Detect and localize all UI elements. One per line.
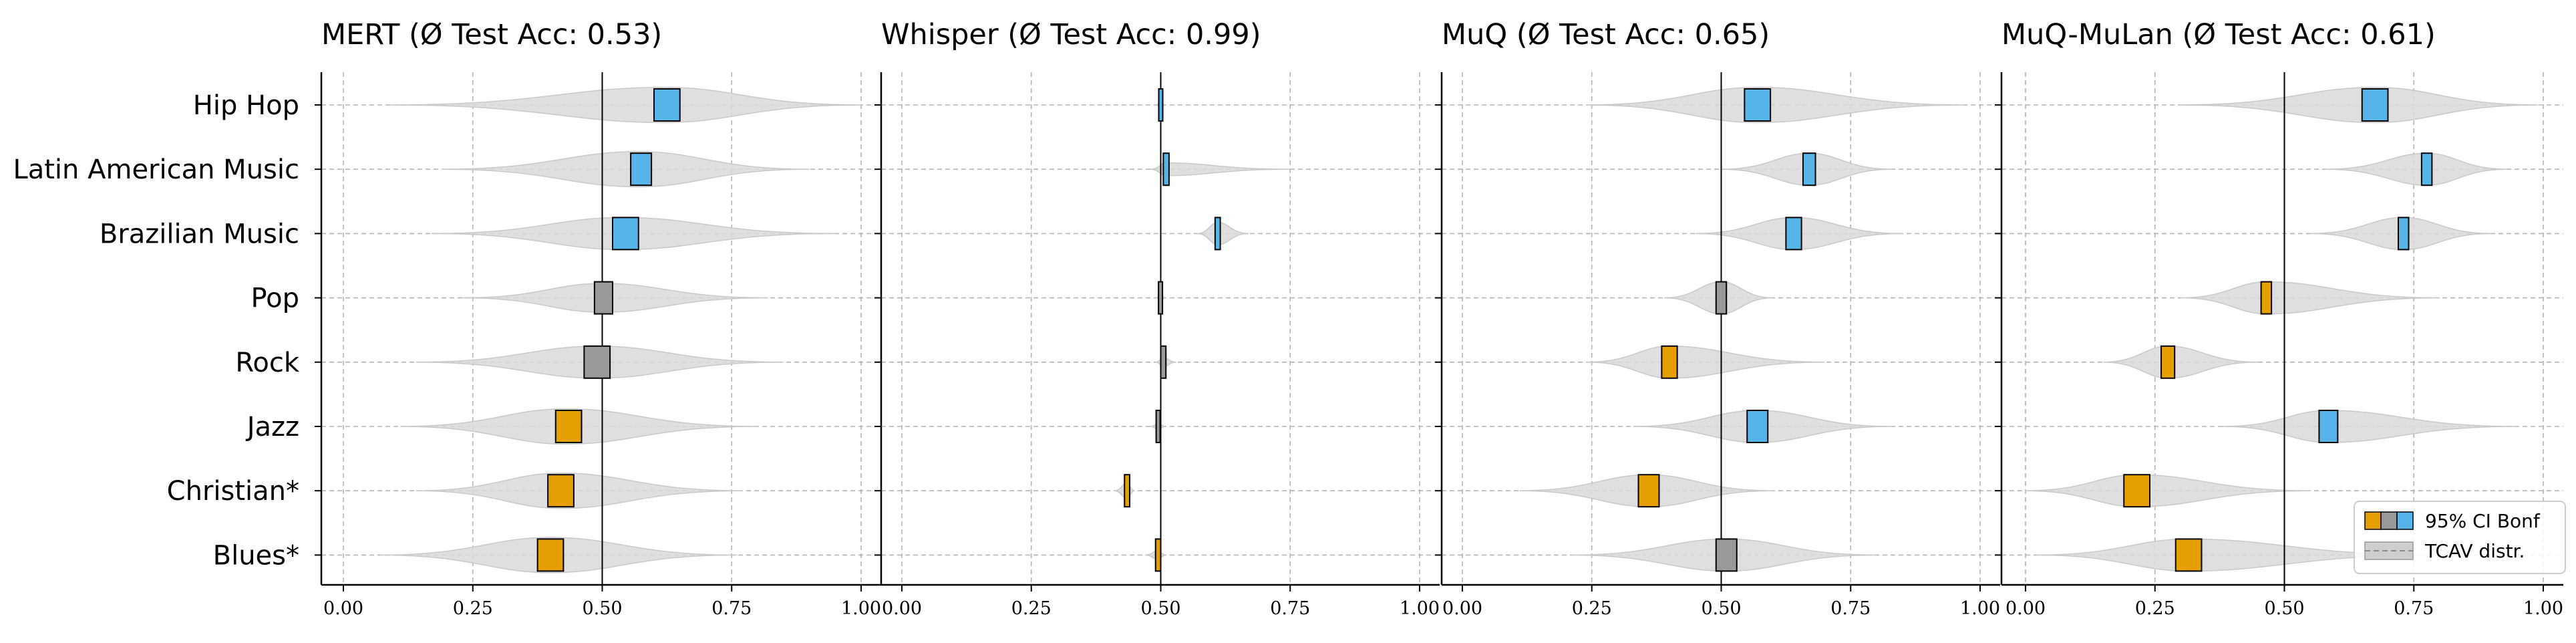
category-label: Brazilian Music — [100, 219, 299, 249]
tcav-violin — [389, 86, 862, 124]
ci-box — [1155, 410, 1161, 443]
panels-layer: MERT (Ø Test Acc: 0.53) 0.00 0.25 0.50 0.75 1… — [315, 18, 2563, 619]
ci-box — [1162, 152, 1170, 186]
legend: 95% CI Bonf TCAV distr. — [2354, 501, 2566, 574]
panel-1: MERT (Ø Test Acc: 0.53) 0.00 0.25 0.50 0.75 1… — [315, 18, 881, 619]
panel-3: MuQ (Ø Test Acc: 0.65) 0.00 0.25 0.50 0.75 1.… — [1435, 18, 2000, 619]
panel-4: MuQ-MuLan (Ø Test Acc: 0.61) 0.00 0.25 0.50… — [1995, 18, 2563, 619]
tcav-violin — [462, 283, 768, 313]
ci-box — [1744, 88, 1772, 122]
ci-box — [2123, 474, 2150, 508]
tcav-violin — [2181, 281, 2440, 315]
tcav-violin — [442, 151, 810, 188]
x-tick-label: 0.00 — [1442, 598, 1482, 619]
x-tick-label: 0.00 — [323, 598, 363, 619]
category-label: Hip Hop — [193, 90, 299, 121]
x-tick-label: 0.75 — [1830, 598, 1871, 619]
legend-ci-swatch-above — [2396, 511, 2414, 530]
x-tick-label: 0.50 — [2264, 598, 2304, 619]
ci-box — [653, 88, 681, 122]
ci-box — [2361, 88, 2389, 122]
x-tick-label: 0.00 — [882, 598, 922, 619]
panel-title: MuQ-MuLan (Ø Test Acc: 0.61) — [2001, 18, 2436, 51]
x-tick-label: 0.25 — [453, 598, 493, 619]
panel-title: Whisper (Ø Test Acc: 0.99) — [881, 18, 1261, 51]
ci-box — [1785, 217, 1802, 251]
legend-ci-swatch-below — [2364, 511, 2382, 530]
ci-box — [1124, 474, 1130, 508]
x-tick-label: 0.00 — [2005, 598, 2046, 619]
ci-box — [2318, 410, 2339, 443]
ci-box — [2175, 538, 2203, 572]
tcav-violin — [2222, 410, 2518, 443]
x-tick-label: 1.00 — [1960, 598, 2000, 619]
ci-box — [1715, 538, 1738, 572]
x-tick-label: 0.75 — [2394, 598, 2434, 619]
x-tick-label: 0.25 — [1572, 598, 1612, 619]
ci-box — [1637, 474, 1660, 508]
tcav-violin — [1196, 221, 1249, 245]
x-tick-label: 0.50 — [582, 598, 622, 619]
ci-box — [1158, 281, 1164, 315]
x-tick-label: 1.00 — [841, 598, 881, 619]
category-labels: Hip Hop Latin American Music Brazilian Mus… — [13, 90, 299, 571]
x-tick-label: 1.00 — [2523, 598, 2563, 619]
x-tick-label: 0.25 — [1011, 598, 1052, 619]
category-label: Christian* — [167, 476, 299, 507]
ci-box — [1160, 345, 1167, 379]
ci-box — [1158, 88, 1164, 122]
ci-box — [2260, 281, 2273, 315]
panel-title: MERT (Ø Test Acc: 0.53) — [321, 18, 662, 51]
ci-box — [1214, 217, 1221, 251]
ci-box — [2398, 217, 2410, 251]
tcav-violin — [1586, 86, 1965, 124]
tcav-violin — [2025, 474, 2311, 507]
ci-box — [554, 410, 583, 443]
category-label: Latin American Music — [13, 154, 299, 185]
ci-box — [1802, 152, 1816, 186]
ci-box — [1154, 538, 1162, 572]
tcav-violin — [2181, 86, 2539, 124]
ci-box — [547, 474, 575, 508]
category-label: Pop — [251, 283, 299, 314]
ci-box — [630, 152, 653, 186]
category-label: Blues* — [213, 540, 299, 571]
ci-box — [1746, 410, 1769, 443]
ci-box — [2160, 345, 2176, 379]
tcav-violin — [416, 473, 742, 509]
ci-box — [536, 538, 565, 572]
category-label: Rock — [235, 348, 299, 378]
ci-box — [583, 345, 611, 379]
legend-tcav-label: TCAV distr. — [2424, 540, 2525, 562]
ci-box — [612, 217, 639, 251]
legend-ci-label: 95% CI Bonf — [2425, 510, 2541, 532]
tcav-violin — [2103, 346, 2259, 379]
ci-box — [593, 281, 613, 315]
x-tick-label: 1.00 — [1400, 598, 1440, 619]
panel-title: MuQ (Ø Test Acc: 0.65) — [1442, 18, 1770, 51]
legend-ci-swatch-neutral — [2380, 511, 2398, 530]
tcav-violin — [1150, 162, 1291, 176]
ci-box — [1661, 345, 1678, 379]
x-tick-label: 0.50 — [1140, 598, 1180, 619]
x-tick-label: 0.75 — [1270, 598, 1310, 619]
tcav-violin — [1586, 346, 1825, 379]
category-label: Jazz — [245, 412, 299, 442]
x-tick-label: 0.25 — [2135, 598, 2175, 619]
ci-box — [1715, 281, 1728, 315]
tcav-violin — [2325, 152, 2507, 186]
ci-box — [2420, 152, 2433, 186]
x-tick-label: 0.50 — [1701, 598, 1741, 619]
x-tick-label: 0.75 — [711, 598, 752, 619]
panel-2: Whisper (Ø Test Acc: 0.99) 0.00 0.25 0.50 0.… — [874, 18, 1440, 619]
legend-tcav-swatch — [2364, 541, 2414, 560]
